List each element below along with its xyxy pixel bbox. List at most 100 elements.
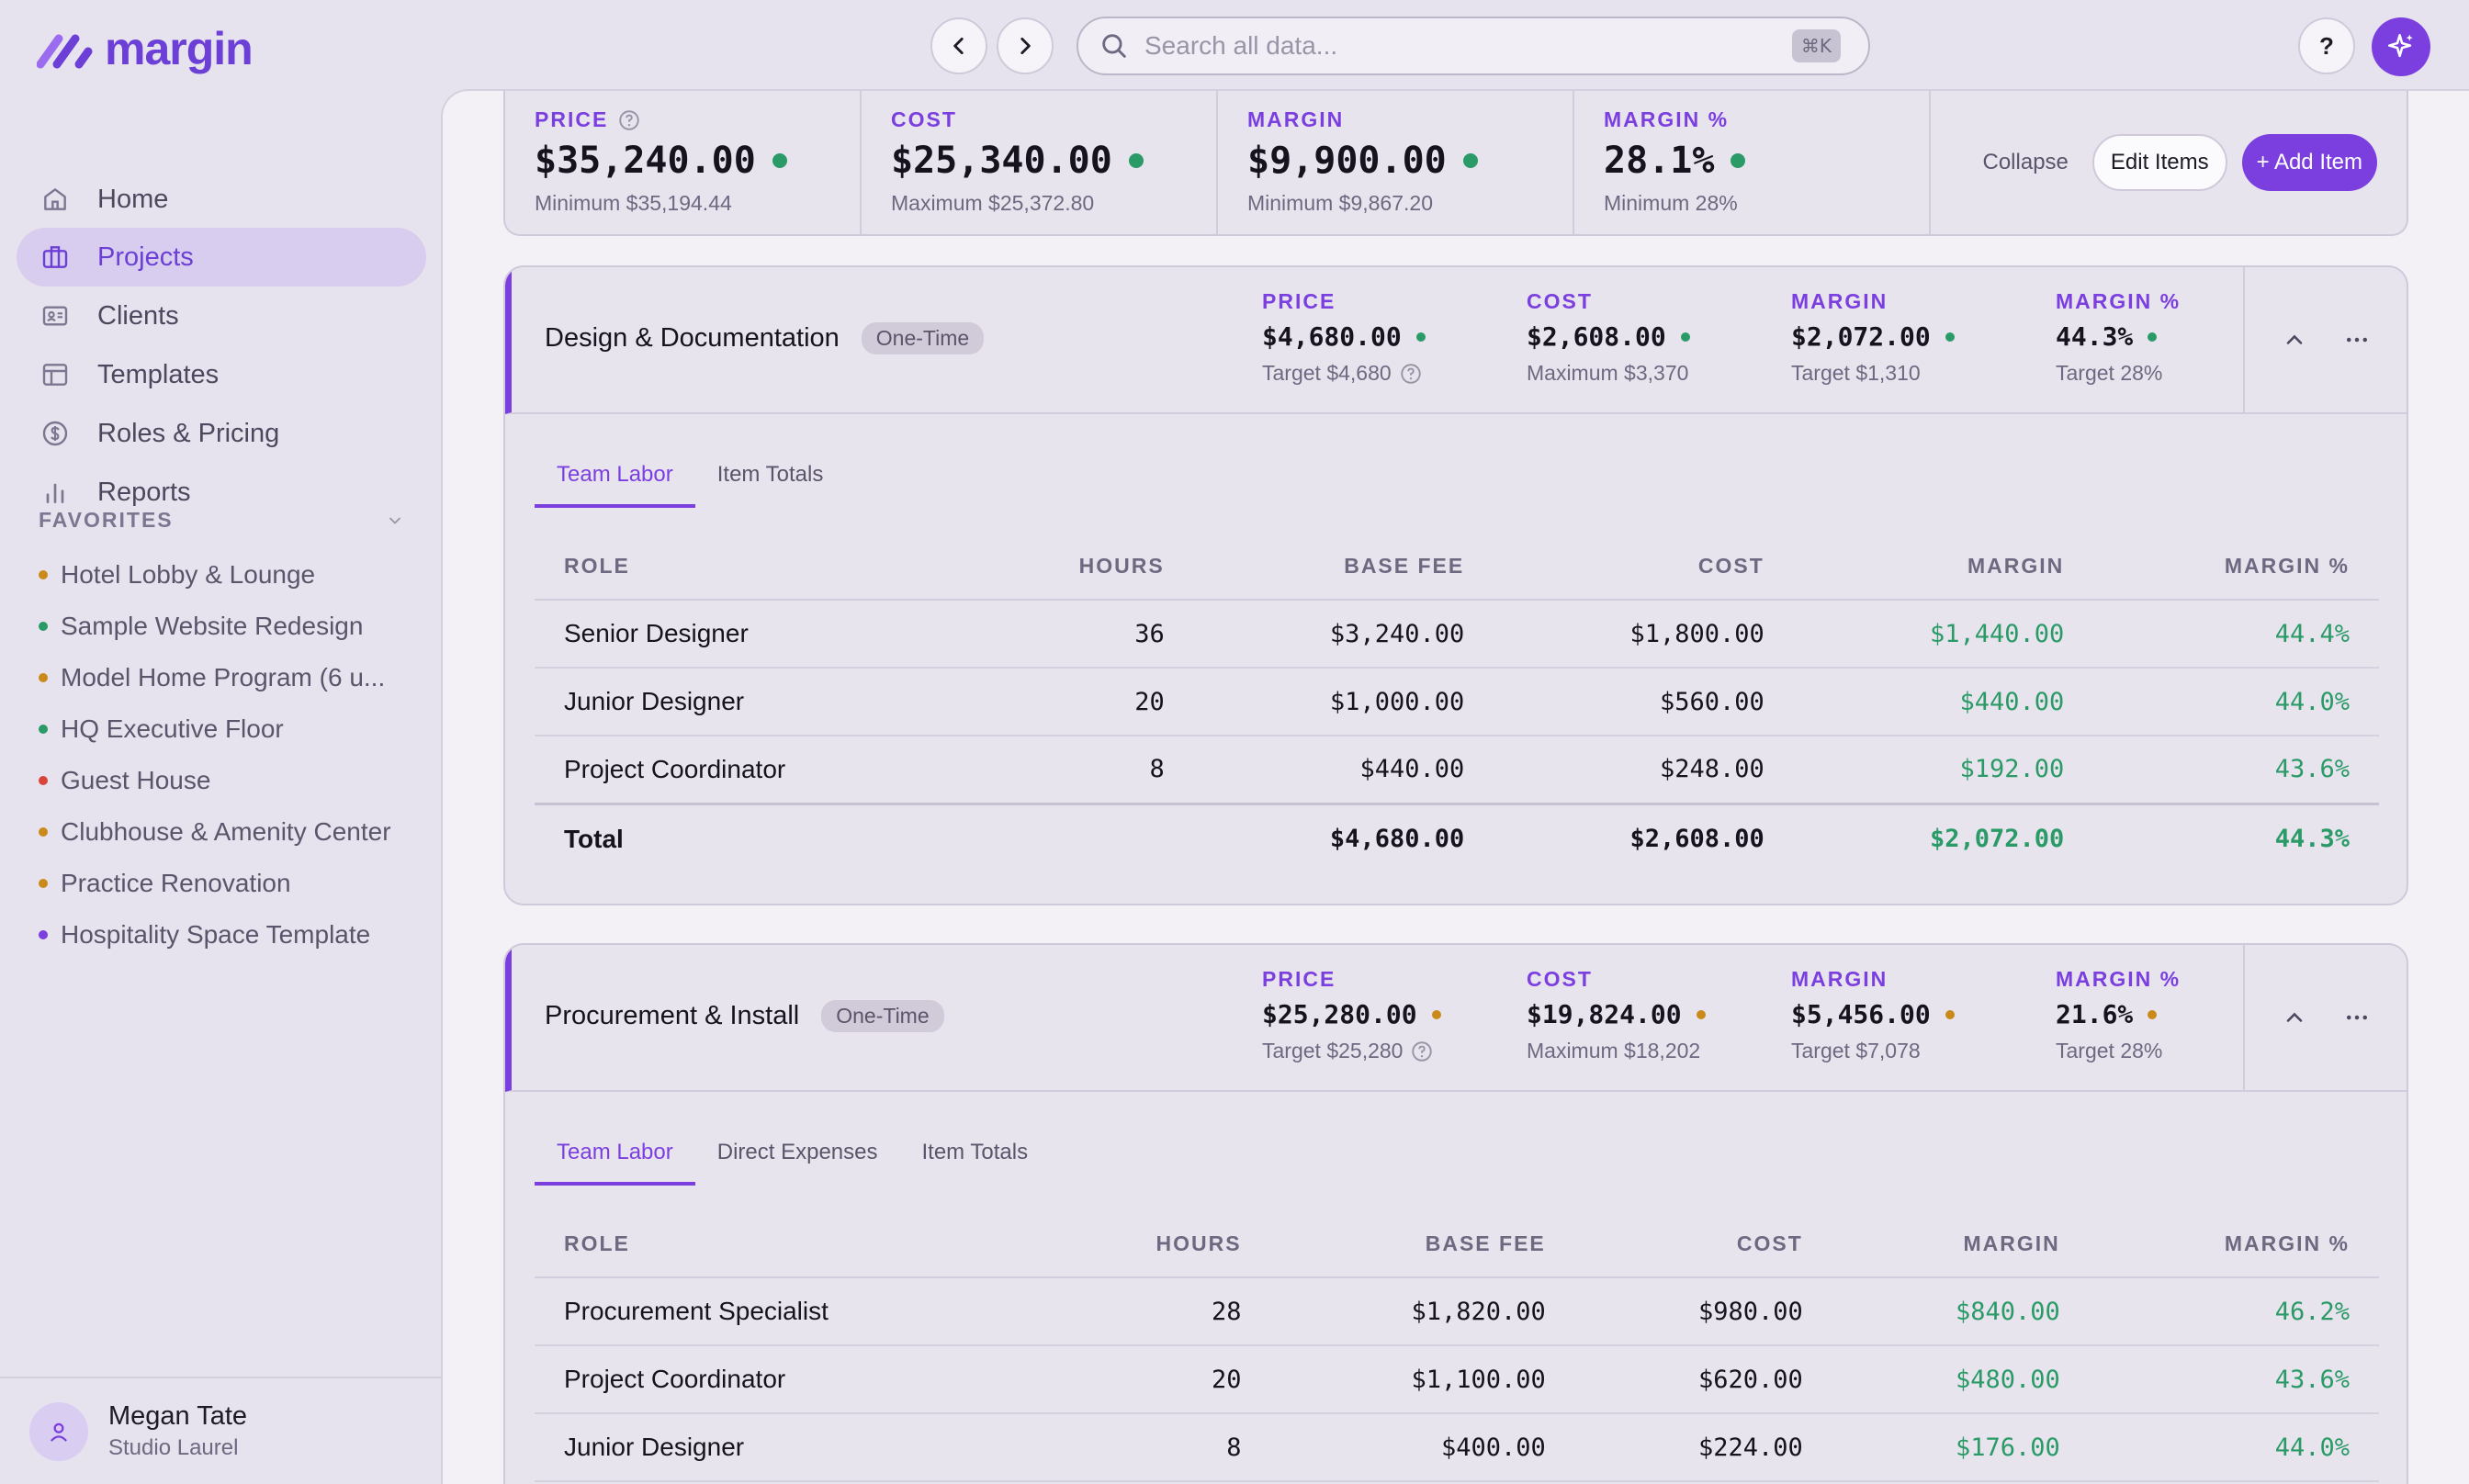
sidebar-item-label: Roles & Pricing — [97, 418, 280, 448]
favorite-label: HQ Executive Floor — [61, 714, 284, 743]
chevron-up-icon[interactable] — [2282, 327, 2307, 353]
summary-margin-value: $9,900.00 — [1247, 140, 1447, 182]
cell-hours: 20 — [969, 668, 1194, 736]
favorite-item[interactable]: Sample Website Redesign — [39, 612, 363, 641]
column-header-margin-pct[interactable]: MARGIN % — [2093, 534, 2379, 601]
cell-margin: $192.00 — [1793, 736, 2094, 804]
column-header-margin[interactable]: MARGIN — [1793, 534, 2094, 601]
status-dot — [39, 570, 48, 579]
favorite-item[interactable]: Hospitality Space Template — [39, 920, 370, 950]
help-button[interactable]: ? — [2298, 17, 2355, 74]
tab-item-totals[interactable]: Item Totals — [716, 462, 824, 487]
metric-sub: Target 28% — [2056, 361, 2163, 385]
project-summary: PRICE $35,240.00 Minimum $35,194.44 COST… — [503, 91, 2408, 236]
cell-margin: $840.00 — [1832, 1277, 2090, 1346]
column-header-hours[interactable]: HOURS — [1043, 1211, 1271, 1278]
search-icon — [1102, 34, 1126, 58]
section-margin-pct: MARGIN % 44.3% Target 28% — [2056, 289, 2181, 386]
table-row[interactable]: Project Coordinator 8 $440.00 $248.00 $1… — [535, 736, 2379, 804]
table-row[interactable]: Procurement Specialist 28 $1,820.00 $980… — [535, 1277, 2379, 1346]
layout-icon — [42, 364, 68, 386]
sidebar-item-label: Clients — [97, 300, 179, 331]
more-horizontal-icon[interactable] — [2343, 1004, 2371, 1031]
search-bar[interactable]: ⌘K — [1077, 17, 1870, 75]
sidebar-item-reports[interactable]: Reports — [17, 463, 426, 522]
help-circle-icon[interactable] — [1410, 1040, 1434, 1063]
section-header[interactable]: Procurement & Install One-Time PRICE $25… — [505, 945, 2407, 1092]
sidebar-item-home[interactable]: Home — [17, 170, 426, 229]
collapse-button[interactable]: Collapse — [1982, 150, 2069, 174]
help-circle-icon[interactable] — [617, 108, 641, 132]
metric-value: $2,072.00 — [1791, 321, 1931, 352]
table-row[interactable]: Junior Designer 20 $1,000.00 $560.00 $44… — [535, 668, 2379, 736]
dollar-circle-icon — [42, 421, 68, 446]
sidebar-item-projects[interactable]: Projects — [17, 228, 426, 287]
table-row[interactable]: Senior Designer 36 $3,240.00 $1,800.00 $… — [535, 600, 2379, 669]
metric-value: $4,680.00 — [1262, 321, 1402, 352]
user-org: Studio Laurel — [108, 1435, 239, 1460]
ai-assistant-button[interactable] — [2372, 17, 2430, 76]
favorite-item[interactable]: HQ Executive Floor — [39, 714, 284, 744]
column-header-hours[interactable]: HOURS — [969, 534, 1194, 601]
forward-button[interactable] — [997, 17, 1054, 74]
help-circle-icon[interactable] — [1399, 362, 1423, 386]
chevron-down-icon — [389, 517, 400, 524]
favorite-item[interactable]: Clubhouse & Amenity Center — [39, 817, 391, 847]
chevron-up-icon[interactable] — [2282, 1005, 2307, 1030]
favorite-item[interactable]: Guest House — [39, 766, 210, 795]
section-actions — [2243, 945, 2407, 1090]
cell-hours: 28 — [1043, 1277, 1271, 1346]
cell-hours: 8 — [969, 736, 1194, 804]
column-header-margin[interactable]: MARGIN — [1832, 1211, 2090, 1278]
column-header-cost[interactable]: COST — [1494, 534, 1794, 601]
sidebar: Home Projects Clients Templates Roles & … — [0, 89, 441, 1484]
column-header-role[interactable]: ROLE — [535, 1211, 1044, 1278]
avatar — [29, 1401, 88, 1461]
metric-sub: Target 28% — [2056, 1039, 2163, 1062]
favorites-label: FAVORITES — [39, 508, 174, 532]
edit-items-button[interactable]: Edit Items — [2091, 134, 2227, 191]
logo-text: margin — [105, 23, 254, 74]
section-header[interactable]: Design & Documentation One-Time PRICE $4… — [505, 267, 2407, 414]
app-logo[interactable]: margin — [37, 22, 254, 75]
section-margin: MARGIN $2,072.00 Target $1,310 — [1791, 289, 1955, 386]
favorites-header[interactable]: FAVORITES — [39, 508, 404, 533]
search-input[interactable] — [1144, 31, 1792, 61]
summary-cost-sub: Maximum $25,372.80 — [891, 191, 1095, 215]
more-horizontal-icon[interactable] — [2343, 326, 2371, 354]
bar-chart-icon — [46, 483, 64, 503]
table-row[interactable]: Project Coordinator 20 $1,100.00 $620.00… — [535, 1345, 2379, 1414]
column-header-role[interactable]: ROLE — [535, 534, 970, 601]
status-dot — [39, 725, 48, 734]
column-header-base-fee[interactable]: BASE FEE — [1270, 1211, 1575, 1278]
column-header-cost[interactable]: COST — [1574, 1211, 1832, 1278]
metric-label: COST — [1527, 289, 1593, 313]
section-title: Design & Documentation — [545, 323, 840, 353]
tab-item-totals[interactable]: Item Totals — [921, 1140, 1029, 1164]
back-button[interactable] — [930, 17, 987, 74]
billing-type-badge: One-Time — [861, 322, 985, 354]
cell-cost: $1,800.00 — [1494, 600, 1794, 669]
metric-sub: Target $4,680 — [1262, 361, 1392, 385]
table-row[interactable]: Junior Designer 8 $400.00 $224.00 $176.0… — [535, 1413, 2379, 1482]
sidebar-item-templates[interactable]: Templates — [17, 345, 426, 404]
labor-table: ROLE HOURS BASE FEE COST MARGIN MARGIN %… — [535, 534, 2379, 873]
cell-cost: $620.00 — [1574, 1345, 1832, 1414]
favorite-item[interactable]: Model Home Program (6 u... — [39, 663, 385, 692]
cell-margin-pct: 43.6% — [2089, 1345, 2379, 1414]
user-profile[interactable]: Megan Tate Studio Laurel — [0, 1377, 441, 1484]
sidebar-item-roles-pricing[interactable]: Roles & Pricing — [17, 404, 426, 463]
section-price: PRICE $4,680.00 Target $4,680 — [1262, 289, 1426, 386]
sidebar-item-clients[interactable]: Clients — [17, 287, 426, 345]
favorite-item[interactable]: Hotel Lobby & Lounge — [39, 560, 315, 590]
tab-direct-expenses[interactable]: Direct Expenses — [716, 1140, 878, 1164]
column-header-margin-pct[interactable]: MARGIN % — [2089, 1211, 2379, 1278]
column-header-base-fee[interactable]: BASE FEE — [1193, 534, 1494, 601]
cell-base-fee: $400.00 — [1270, 1413, 1575, 1482]
add-item-button[interactable]: + Add Item — [2241, 134, 2377, 191]
favorite-item[interactable]: Practice Renovation — [39, 869, 291, 898]
tab-team-labor[interactable]: Team Labor — [535, 1140, 695, 1186]
tab-team-labor[interactable]: Team Labor — [535, 462, 695, 508]
cell-role: Junior Designer — [535, 668, 970, 736]
id-card-icon — [42, 306, 68, 326]
